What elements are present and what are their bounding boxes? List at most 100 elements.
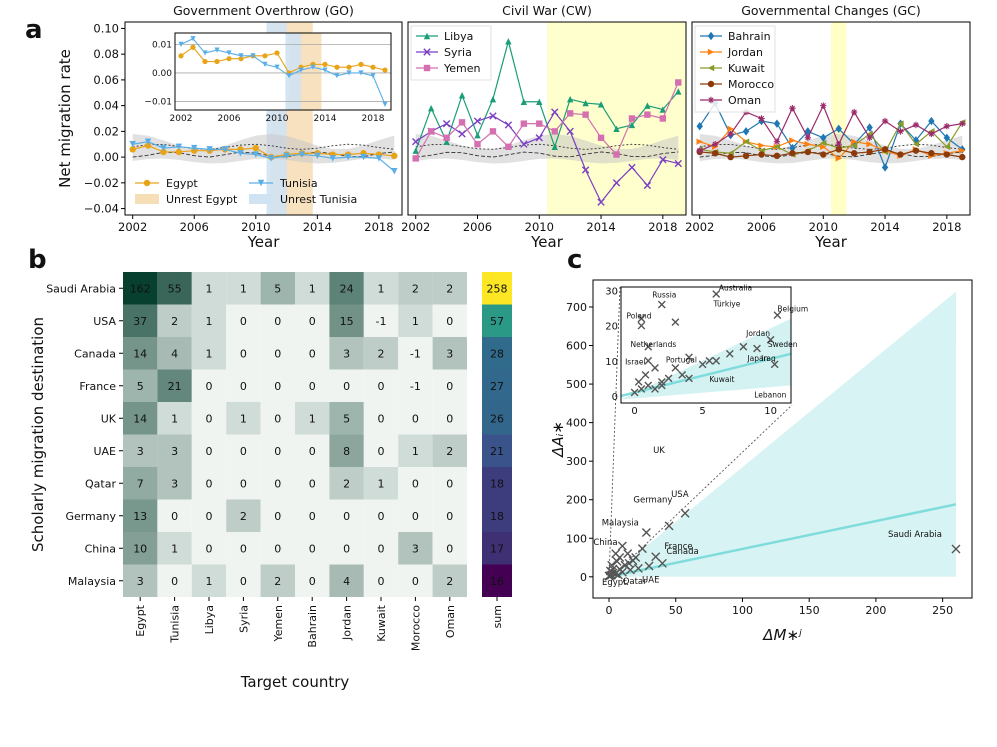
data-point — [850, 108, 858, 116]
sum-cell — [482, 272, 512, 305]
data-point — [551, 143, 558, 151]
data-point — [696, 138, 703, 145]
heatmap-cell-value: 1 — [412, 445, 419, 458]
heatmap-cell — [157, 532, 192, 565]
scatter-point — [951, 544, 961, 554]
heatmap-cell-value: 0 — [206, 542, 213, 555]
heatmap-cell — [123, 337, 158, 370]
inset-frame — [174, 32, 392, 111]
sum-cell — [482, 434, 512, 467]
inset-point — [334, 73, 340, 79]
heatmap-cell-value: 0 — [274, 445, 281, 458]
scatter-label: UK — [653, 446, 665, 456]
inset-x-tick-label: 2018 — [362, 114, 385, 124]
data-point — [412, 147, 419, 154]
heatmap-cell — [123, 467, 158, 500]
data-point — [391, 168, 398, 175]
inset-y-tick-label: −0.01 — [144, 97, 172, 107]
scatter-label: China — [593, 538, 617, 548]
heatmap-cell-value: 162 — [130, 282, 151, 295]
heatmap-cell — [329, 467, 364, 500]
data-point — [943, 143, 951, 151]
heatmap-cell — [157, 304, 192, 337]
heatmap-cell — [123, 402, 158, 435]
legend-label: Unrest Egypt — [166, 193, 238, 206]
heatmap-cell — [191, 304, 227, 337]
heatmap-cell-value: 7 — [137, 477, 144, 490]
heatmap-cell — [260, 402, 295, 435]
inset-point — [322, 61, 328, 67]
heatmap-cell — [329, 564, 364, 597]
data-point — [866, 134, 873, 141]
inset-point — [644, 381, 653, 390]
inset-point — [770, 360, 779, 369]
data-point — [412, 137, 420, 146]
inset-point — [671, 363, 680, 372]
inset-x-tick-label: 2006 — [218, 114, 241, 124]
data-point — [643, 181, 652, 190]
scatter-label: Egypt — [602, 578, 627, 588]
inset-trend-line — [620, 352, 792, 398]
inset-point — [657, 381, 666, 390]
inset-label: Israel — [625, 357, 646, 366]
heatmap-cell — [295, 434, 330, 467]
heatmap-cell-value: -1 — [376, 315, 387, 328]
heatmap-cell-value: 0 — [378, 412, 385, 425]
legend-label: Kuwait — [728, 62, 765, 75]
data-point — [221, 146, 229, 153]
inset-point — [274, 64, 280, 70]
data-point — [659, 115, 667, 122]
subplot-cw: 2002 2006 2010 2014 2018 Year Civil War (CW) Li… — [401, 3, 687, 251]
heatmap-cell — [398, 402, 433, 435]
heatmap-cell-value: 0 — [240, 347, 247, 360]
legend-label: Libya — [444, 30, 473, 43]
inset-point — [358, 70, 364, 76]
heatmap-cell — [329, 337, 364, 370]
heatmap-cell-value: 2 — [446, 575, 453, 588]
legend-label: Egypt — [166, 177, 198, 190]
data-point — [144, 142, 152, 149]
data-point — [659, 106, 667, 113]
heatmap-cell-value: 2 — [378, 347, 385, 360]
inset-point — [190, 36, 196, 42]
x-tick-label: 2018 — [932, 220, 961, 234]
inset-label: Lebanon — [754, 391, 786, 400]
data-point — [412, 155, 419, 162]
inset-label: Belgium — [777, 305, 808, 314]
inset-series-line — [180, 38, 386, 105]
heatmap-cell-value: 4 — [343, 575, 350, 588]
inset-point — [214, 47, 220, 53]
heatmap-cell — [191, 532, 227, 565]
data-point — [489, 112, 497, 120]
heatmap-cell-value: 0 — [274, 380, 281, 393]
heatmap-cell-value: 0 — [206, 380, 213, 393]
trend-line — [608, 503, 957, 579]
heatmap-cell — [432, 467, 467, 500]
data-point — [375, 155, 383, 162]
scatter-x-axis-label: ΔM∗ʲ — [762, 626, 802, 644]
data-point — [789, 150, 796, 157]
sum-cell — [482, 564, 512, 597]
heatmap-cell — [123, 304, 158, 337]
data-point — [711, 141, 719, 148]
heatmap-cell — [363, 304, 399, 337]
heatmap-cell-value: 0 — [309, 510, 316, 523]
data-point — [473, 117, 482, 125]
legend-label: Tunisia — [279, 177, 318, 190]
inset-point — [753, 344, 761, 353]
inset-point — [346, 70, 352, 76]
legend-box — [694, 25, 776, 113]
data-point — [943, 151, 951, 158]
heatmap-cell — [398, 304, 433, 337]
heatmap-cell-value: 1 — [171, 542, 178, 555]
highlight-band-0 — [831, 22, 847, 215]
data-point — [912, 141, 920, 148]
data-point — [727, 153, 734, 161]
data-point — [912, 147, 920, 154]
data-point — [959, 147, 966, 154]
inset-point — [712, 356, 721, 365]
data-point — [520, 98, 528, 105]
heatmap-cell-value: 0 — [378, 542, 385, 555]
heatmap-cell — [295, 369, 330, 402]
heatmap-cell — [123, 564, 158, 597]
